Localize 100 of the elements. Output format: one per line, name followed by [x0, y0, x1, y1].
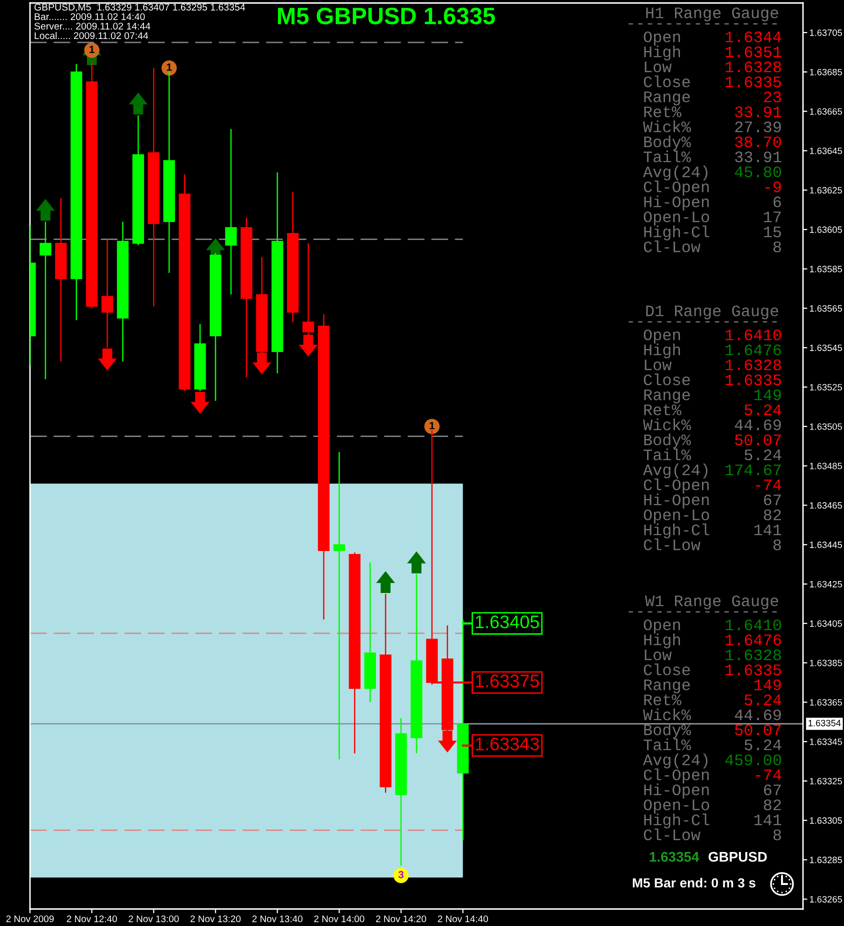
y-tick-label: 1.63305 — [810, 817, 842, 824]
x-tick-label: 2 Nov 14:20 — [376, 916, 426, 922]
text: Hi-Open 6 — [644, 196, 781, 210]
text: Ret% 5.24 — [644, 404, 782, 416]
annotation: Bar....... 2009.11.02 14:40 — [34, 13, 145, 20]
text: Body% 50.07 — [644, 724, 781, 738]
point — [190, 392, 210, 414]
text: Body% 38.70 — [644, 136, 782, 150]
annotation: Server.... 2009.11.02 14:44 — [34, 22, 150, 30]
text: Range 149 — [644, 389, 781, 404]
text: ---------------- — [628, 611, 777, 613]
point — [252, 352, 272, 374]
annotation: M5 Bar end: 0 m 3 s — [632, 878, 756, 888]
text: Open-Lo 82 — [644, 509, 781, 524]
annotation: 1 — [90, 46, 94, 53]
y-tick-label: 1.63705 — [810, 29, 842, 36]
y-tick-label: 1.63685 — [810, 68, 842, 76]
text: Close 1.6335 — [644, 374, 781, 386]
text: Open-Lo 82 — [644, 799, 781, 814]
y-tick-label: 1.63385 — [810, 660, 842, 666]
text: Open 1.6410 — [644, 329, 782, 344]
y-tick-label: 1.63525 — [810, 384, 842, 390]
text: Low 1.6328 — [644, 649, 781, 660]
point — [36, 198, 55, 221]
text: Cl-Open -74 — [644, 768, 782, 784]
x-tick-label: 2 Nov 13:40 — [252, 916, 302, 922]
text: ---------------- — [628, 321, 777, 323]
annotation: Local..... 2009.11.02 07:44 — [34, 32, 148, 40]
text: Tail% 33.91 — [644, 150, 782, 162]
y-tick-label: 1.63325 — [810, 778, 842, 784]
chart-title: M5 GBPUSD 1.6335 — [278, 8, 495, 24]
y-tick-label: 1.63585 — [810, 266, 842, 272]
text: Cl-Open -74 — [644, 478, 782, 494]
x-tick-label: 2 Nov 14:40 — [438, 916, 488, 922]
text: Ret% 5.24 — [644, 694, 782, 706]
text: High 1.6476 — [644, 634, 781, 648]
text: Cl-Open -9 — [644, 180, 781, 196]
y-tick-label: 1.63605 — [810, 226, 842, 233]
text: Low 1.6328 — [644, 61, 781, 72]
candlestick — [333, 451, 346, 760]
y-tick-label: 1.63465 — [810, 502, 842, 509]
text: High 1.6476 — [644, 344, 781, 358]
text: Close 1.6335 — [644, 76, 781, 88]
candlestick — [225, 128, 237, 296]
y-tick-label: 1.63405 — [810, 620, 842, 627]
text: High 1.6351 — [644, 46, 782, 60]
text: Tail% 5.24 — [644, 448, 782, 460]
text: Open 1.6344 — [644, 31, 782, 46]
annotation: Avg(24) 459.00 — [643, 754, 782, 768]
annotation: 1 — [166, 64, 172, 71]
annotation: 3 — [398, 870, 404, 878]
y-tick-label: 1.63565 — [810, 305, 842, 312]
text: Cl-Low 8 — [644, 240, 781, 252]
ref-line-label: 1.63354 — [808, 720, 841, 726]
text: Wick% 44.69 — [643, 708, 781, 720]
text: Open-Lo 17 — [644, 211, 781, 226]
x-tick-label: 2 Nov 14:00 — [314, 916, 364, 922]
y-tick-label: 1.63665 — [810, 108, 842, 115]
text: High-Cl 15 — [644, 226, 781, 240]
text: D1 Range Gauge — [646, 305, 778, 320]
y-tick-label: 1.63645 — [810, 148, 842, 154]
y-tick-label: 1.63625 — [810, 187, 842, 194]
y-tick-label: 1.63505 — [810, 423, 842, 430]
text: Avg(24) 45.80 — [643, 166, 782, 180]
annotation: 1 — [430, 422, 435, 430]
annotation: 1.63405 — [476, 615, 539, 628]
text: W1 Range Gauge — [645, 595, 778, 610]
annotation: 1.63354 — [650, 852, 700, 862]
x-tick-label: 2 Nov 2009 — [6, 916, 54, 922]
text: Close 1.6335 — [644, 664, 781, 676]
text: Hi-Open 67 — [644, 784, 781, 798]
y-tick-label: 1.63425 — [810, 580, 842, 588]
text: Wick% 44.69 — [643, 418, 781, 430]
text: Ret% 33.91 — [644, 106, 782, 118]
text: Range 149 — [644, 679, 781, 694]
point — [438, 730, 457, 753]
candlestick — [40, 220, 52, 380]
y-tick-label: 1.63345 — [810, 738, 842, 745]
text: High-Cl 141 — [644, 524, 782, 538]
y-tick-label: 1.63265 — [810, 896, 842, 903]
text: Wick% 27.39 — [643, 120, 781, 132]
text: Hi-Open 67 — [644, 494, 781, 508]
point — [376, 571, 396, 594]
point — [407, 551, 426, 574]
text: Cl-Low 8 — [644, 828, 781, 840]
x-tick-label: 2 Nov 13:00 — [128, 916, 179, 922]
point — [298, 334, 318, 357]
y-tick-label: 1.63285 — [810, 856, 842, 864]
text: ---------------- — [628, 23, 777, 25]
text: H1 Range Gauge — [646, 7, 778, 22]
y-tick-label: 1.63485 — [810, 462, 842, 470]
annotation: 1.63375 — [476, 674, 539, 688]
point — [128, 92, 148, 114]
text: Tail% 5.24 — [644, 738, 782, 750]
point — [98, 348, 117, 370]
text: Open 1.6410 — [644, 619, 782, 634]
text: Body% 50.07 — [644, 434, 781, 448]
text: High-Cl 141 — [644, 814, 782, 828]
annotation: Avg(24) 174.67 — [643, 464, 781, 478]
text: Low 1.6328 — [644, 359, 781, 370]
